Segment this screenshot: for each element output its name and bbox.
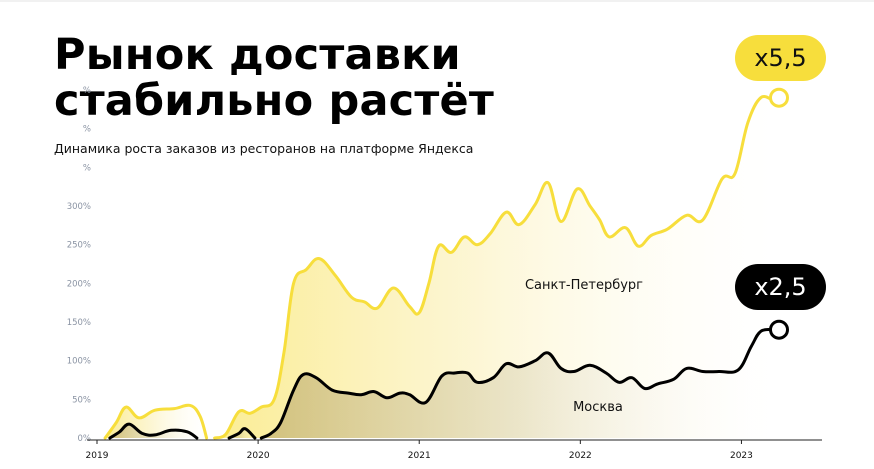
x-tick-label: 2020 [247,451,270,461]
series-line-moscow [227,427,257,440]
y-tick-label: 250% [67,241,91,251]
y-axis-ticks: 0% 50% 100% 150% 200% 250% 300%%%% [67,86,91,444]
series-label-spb: Санкт-Петербург [525,278,643,293]
y-tick-label: % [83,86,91,96]
series-area-moscow [109,424,197,438]
growth-badges: x5,5 x2,5 [735,35,826,340]
x-tick-label: 2023 [730,451,753,461]
x-axis-ticks: 2019 2020 2021 2022 2023 [86,440,753,461]
series-areas [105,96,774,439]
growth-badge-text: x5,5 [754,44,806,72]
series-area-spb [214,96,774,439]
growth-badge-moscow [735,264,826,310]
y-tick-label: % [83,125,91,135]
y-tick-label: 50% [72,395,91,405]
end-marker-spb [769,87,789,108]
series-label-moscow: Москва [573,400,623,415]
growth-badge-spb [735,35,826,81]
series-line-spb [213,94,776,440]
x-tick-label: 2022 [569,451,592,461]
title-line-2: стабильно растёт [54,76,494,126]
chart-subtitle: Динамика роста заказов из ресторанов на … [54,141,474,156]
series-line-moscow [259,327,776,440]
page-title: Рынок доставки стабильно растёт [54,32,494,124]
x-tick-label: 2019 [86,451,109,461]
growth-badge-text: x2,5 [754,273,806,301]
top-divider [0,0,874,2]
series-area-moscow [261,329,774,438]
series-line-moscow [108,422,199,440]
end-marker-moscow [769,319,789,340]
series-lines [103,94,776,440]
x-tick-label: 2021 [408,451,431,461]
series-line-spb [103,403,209,440]
y-tick-label: 200% [67,279,91,289]
series-labels: Санкт-Петербург Москва [525,278,643,415]
y-tick-label: 300% [67,202,91,212]
y-tick-label: 100% [67,357,91,367]
y-tick-label: 150% [67,318,91,328]
title-line-1: Рынок доставки [54,30,461,80]
y-tick-label: 0% [78,434,92,444]
y-tick-label: % [83,163,91,173]
